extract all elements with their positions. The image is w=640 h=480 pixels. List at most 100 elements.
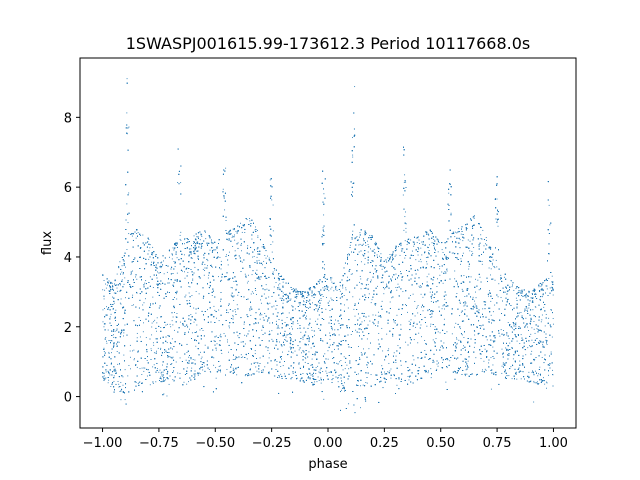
scatter-point bbox=[289, 346, 291, 348]
scatter-point bbox=[420, 261, 422, 263]
scatter-point bbox=[107, 382, 109, 384]
scatter-point bbox=[494, 304, 496, 306]
scatter-point bbox=[486, 339, 488, 341]
scatter-point bbox=[173, 249, 175, 251]
scatter-point bbox=[473, 346, 475, 348]
scatter-point bbox=[122, 376, 124, 378]
scatter-point bbox=[472, 252, 474, 254]
scatter-point bbox=[474, 303, 476, 305]
scatter-point bbox=[300, 331, 302, 333]
scatter-point bbox=[151, 261, 153, 263]
scatter-point bbox=[379, 316, 381, 317]
scatter-point bbox=[537, 373, 539, 375]
scatter-point bbox=[265, 346, 267, 347]
scatter-point bbox=[152, 382, 154, 384]
scatter-point bbox=[433, 245, 435, 247]
scatter-point bbox=[405, 211, 407, 213]
scatter-point bbox=[552, 374, 554, 376]
scatter-point bbox=[112, 334, 114, 336]
scatter-point bbox=[462, 252, 464, 254]
scatter-point bbox=[419, 243, 421, 244]
scatter-point bbox=[430, 377, 432, 379]
scatter-point bbox=[362, 384, 364, 386]
scatter-point bbox=[424, 339, 426, 341]
scatter-point bbox=[113, 336, 115, 338]
scatter-point bbox=[261, 314, 263, 316]
scatter-point bbox=[464, 301, 466, 303]
scatter-point bbox=[492, 311, 494, 313]
scatter-point bbox=[124, 369, 126, 371]
scatter-point bbox=[403, 229, 405, 231]
scatter-point bbox=[383, 288, 385, 290]
scatter-point bbox=[389, 254, 391, 255]
scatter-point bbox=[282, 281, 284, 283]
scatter-point bbox=[527, 326, 529, 328]
scatter-point bbox=[160, 265, 162, 267]
scatter-point bbox=[120, 399, 122, 401]
scatter-point bbox=[442, 359, 444, 361]
scatter-point bbox=[237, 242, 239, 244]
scatter-point bbox=[284, 339, 286, 340]
scatter-point bbox=[504, 291, 506, 293]
scatter-point bbox=[503, 330, 504, 331]
scatter-point bbox=[305, 291, 307, 293]
scatter-point bbox=[279, 283, 281, 285]
scatter-point bbox=[448, 192, 450, 194]
scatter-point bbox=[541, 319, 543, 321]
scatter-point bbox=[363, 320, 365, 322]
scatter-point bbox=[213, 305, 215, 307]
scatter-point bbox=[360, 352, 362, 354]
scatter-point bbox=[124, 277, 126, 279]
scatter-point bbox=[102, 321, 104, 323]
scatter-point bbox=[503, 334, 505, 336]
scatter-point bbox=[106, 306, 107, 308]
scatter-point bbox=[489, 246, 491, 248]
scatter-point bbox=[356, 236, 358, 238]
scatter-point bbox=[183, 254, 185, 256]
scatter-point bbox=[370, 374, 372, 376]
scatter-point bbox=[460, 311, 462, 313]
scatter-point bbox=[447, 359, 449, 361]
scatter-point bbox=[316, 358, 318, 360]
scatter-point bbox=[167, 323, 168, 325]
scatter-point bbox=[269, 260, 271, 262]
scatter-point bbox=[334, 348, 335, 350]
scatter-point bbox=[252, 256, 254, 258]
scatter-point bbox=[462, 240, 464, 242]
scatter-point bbox=[328, 290, 330, 292]
scatter-point bbox=[481, 370, 483, 372]
scatter-point bbox=[249, 220, 251, 222]
scatter-point bbox=[502, 364, 504, 366]
scatter-point bbox=[420, 258, 422, 260]
scatter-point bbox=[136, 278, 138, 280]
scatter-point bbox=[435, 338, 437, 340]
scatter-point bbox=[446, 367, 448, 369]
scatter-point bbox=[314, 381, 316, 383]
scatter-point bbox=[549, 224, 551, 226]
scatter-point bbox=[261, 370, 262, 372]
scatter-point bbox=[417, 305, 419, 306]
scatter-point bbox=[136, 337, 138, 339]
scatter-point bbox=[266, 320, 268, 322]
scatter-point bbox=[236, 304, 238, 306]
scatter-point bbox=[530, 333, 532, 335]
scatter-point bbox=[126, 203, 128, 205]
scatter-point bbox=[418, 260, 420, 262]
scatter-point bbox=[500, 296, 502, 298]
scatter-point bbox=[501, 372, 503, 374]
scatter-point bbox=[420, 247, 422, 249]
scatter-point bbox=[531, 327, 533, 329]
scatter-point bbox=[270, 244, 272, 245]
scatter-point bbox=[234, 250, 236, 252]
scatter-point bbox=[280, 373, 282, 375]
scatter-point bbox=[417, 269, 419, 271]
scatter-point bbox=[531, 301, 533, 303]
scatter-point bbox=[236, 367, 238, 369]
scatter-point bbox=[225, 167, 227, 169]
scatter-point bbox=[139, 336, 141, 338]
scatter-point bbox=[187, 246, 188, 248]
scatter-point bbox=[170, 326, 172, 328]
scatter-point bbox=[418, 370, 420, 372]
scatter-point bbox=[174, 312, 175, 313]
scatter-point bbox=[307, 295, 309, 297]
